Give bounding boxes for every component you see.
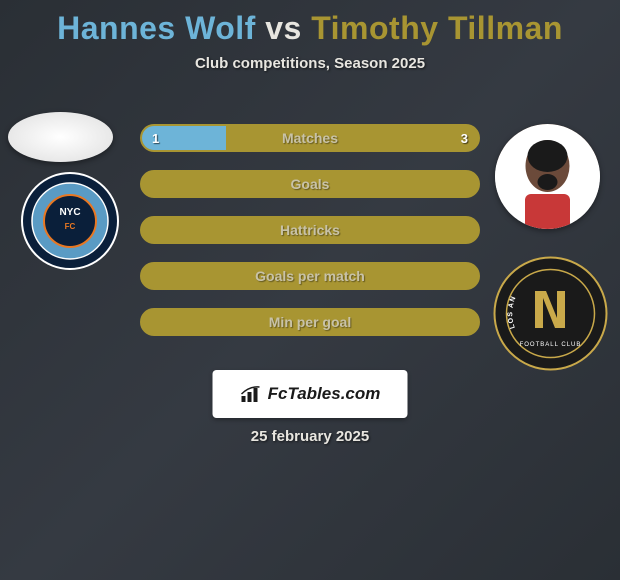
stat-bar-matches: Matches1 3 [140, 124, 480, 152]
bar-label: Matches [142, 126, 478, 150]
svg-text:NYC: NYC [59, 207, 80, 218]
player2-name: Timothy Tillman [311, 10, 563, 46]
bar-left-value: 1 [152, 126, 159, 150]
comparison-title: Hannes Wolf vs Timothy Tillman [0, 0, 620, 47]
bar-label: Goals [142, 172, 478, 196]
subtitle: Club competitions, Season 2025 [0, 55, 620, 72]
player1-avatar [8, 112, 113, 162]
svg-text:FOOTBALL CLUB: FOOTBALL CLUB [520, 342, 582, 348]
stat-bar-goals: Goals [140, 170, 480, 198]
svg-text:FC: FC [65, 222, 76, 231]
fctables-logo: FcTables.com [213, 370, 408, 418]
player2-club-badge: LOS ANGELES FOOTBALL CLUB [493, 256, 608, 371]
vs-text: vs [265, 10, 302, 46]
player1-name: Hannes Wolf [57, 10, 256, 46]
player2-avatar [495, 124, 600, 229]
bar-label: Goals per match [142, 264, 478, 288]
stat-bar-hattricks: Hattricks [140, 216, 480, 244]
stat-bar-goals-per-match: Goals per match [140, 262, 480, 290]
stat-bars: Matches1 3 Goals Hattricks Goals per match Mi… [140, 124, 480, 354]
stat-bar-min-per-goal: Min per goal [140, 308, 480, 336]
bar-right-value: 3 [461, 126, 468, 150]
footer-date: 25 february 2025 [0, 428, 620, 445]
bar-label: Hattricks [142, 218, 478, 242]
bar-label: Min per goal [142, 310, 478, 334]
svg-text:NEW YORK CITY: NEW YORK CITY [20, 171, 68, 173]
logo-text: FcTables.com [268, 384, 381, 404]
player1-club-badge: NYC FC NEW YORK CITY [20, 171, 120, 271]
